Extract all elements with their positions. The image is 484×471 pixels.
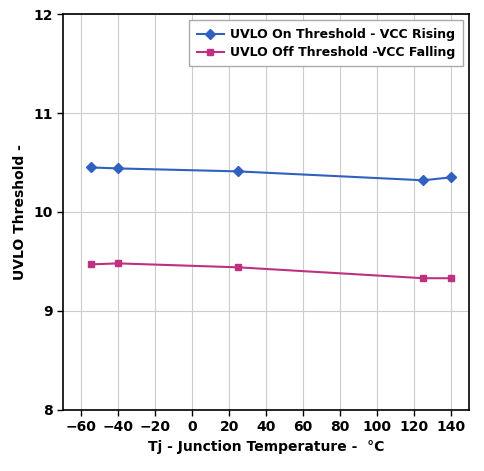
UVLO Off Threshold -VCC Falling (116, 260, 121, 266)
Line: UVLO On Threshold - VCC Rising: UVLO On Threshold - VCC Rising (87, 164, 454, 184)
UVLO Off Threshold -VCC Falling (236, 265, 242, 270)
UVLO Off Threshold -VCC Falling (88, 261, 93, 267)
UVLO On Threshold - VCC Rising (88, 165, 93, 171)
Line: UVLO Off Threshold -VCC Falling: UVLO Off Threshold -VCC Falling (87, 260, 454, 282)
Y-axis label: UVLO Threshold -: UVLO Threshold - (14, 144, 28, 280)
Legend: UVLO On Threshold - VCC Rising, UVLO Off Threshold -VCC Falling: UVLO On Threshold - VCC Rising, UVLO Off… (189, 20, 463, 66)
UVLO Off Threshold -VCC Falling (421, 276, 426, 281)
UVLO On Threshold - VCC Rising (116, 166, 121, 171)
X-axis label: Tj - Junction Temperature -  °C: Tj - Junction Temperature - °C (148, 440, 384, 454)
UVLO Off Threshold -VCC Falling (448, 276, 454, 281)
UVLO On Threshold - VCC Rising (421, 178, 426, 183)
UVLO On Threshold - VCC Rising (236, 169, 242, 174)
UVLO On Threshold - VCC Rising (448, 175, 454, 180)
